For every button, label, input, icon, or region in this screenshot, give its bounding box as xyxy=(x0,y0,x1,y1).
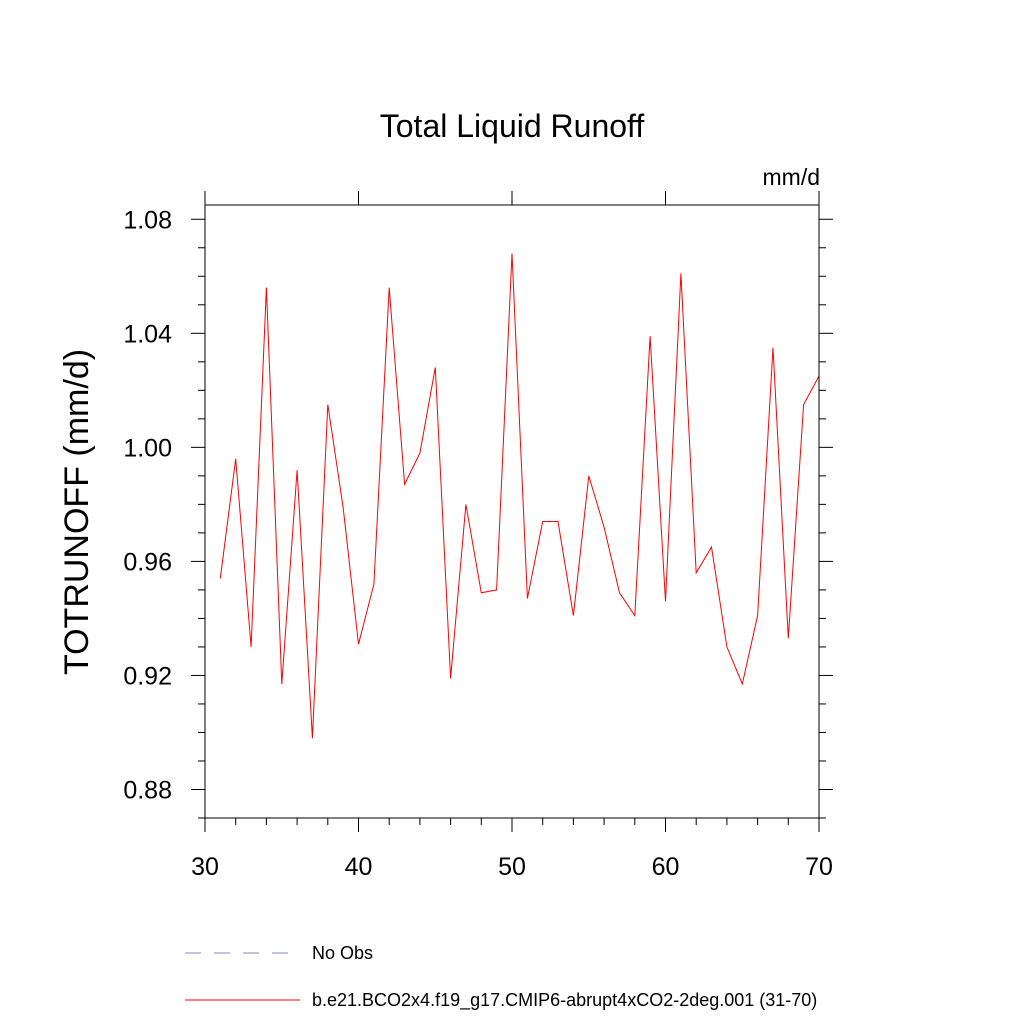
series-line xyxy=(219,253,820,739)
x-tick-label: 60 xyxy=(652,853,680,881)
x-tick-label: 30 xyxy=(191,853,219,881)
legend-label-no-obs: No Obs xyxy=(312,943,373,963)
y-tick-label: 0.92 xyxy=(123,662,172,690)
plot-frame xyxy=(204,204,820,819)
units-label: mm/d xyxy=(763,164,821,190)
legend-label-model-run: b.e21.BCO2x4.f19_g17.CMIP6-abrupt4xCO2-2… xyxy=(312,990,817,1011)
y-tick-label: 0.88 xyxy=(123,776,172,804)
x-tick-label: 70 xyxy=(805,853,833,881)
y-tick-label: 0.96 xyxy=(123,548,172,576)
series-layer xyxy=(219,253,820,739)
x-tick-label: 50 xyxy=(498,853,526,881)
legend: No Obs b.e21.BCO2x4.f19_g17.CMIP6-abrupt… xyxy=(185,943,817,1011)
plot-axes: 30 40 50 60 70 0.88 0.92 0.96 1.00 1.04 1.08 xyxy=(123,191,833,881)
y-tick-label: 1.04 xyxy=(123,320,172,348)
y-tick-label: 1.08 xyxy=(123,206,172,234)
y-axis-label: TOTRUNOFF (mm/d) xyxy=(58,349,96,675)
x-tick-label: 40 xyxy=(345,853,373,881)
y-tick-label: 1.00 xyxy=(123,434,172,462)
chart-title: Total Liquid Runoff xyxy=(380,108,645,144)
